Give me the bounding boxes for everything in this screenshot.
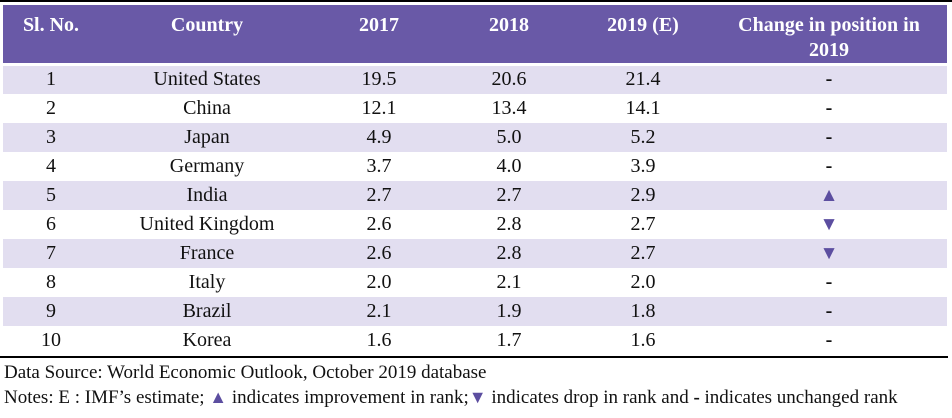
- table-body: 1 United States 19.5 20.6 21.4-2 China 12.1 13.…: [3, 64, 947, 355]
- cell-sl-no: 1: [3, 64, 99, 94]
- cell-2019: 21.4: [575, 64, 711, 94]
- cell-country: Korea: [182, 328, 232, 351]
- cell-country: United States: [99, 64, 315, 94]
- cell-2018: 1.7: [496, 328, 522, 351]
- table-row: 8 Italy 2.0 2.1 2.0 -: [3, 268, 947, 297]
- cell-2018: 2.1: [496, 270, 522, 293]
- cell-country: Japan: [99, 122, 315, 152]
- col-header-country: Country: [99, 5, 315, 66]
- col-header-2018: 2018: [443, 5, 575, 66]
- cell-sl-no: 4: [46, 154, 56, 177]
- cell-change: -: [711, 122, 947, 152]
- cell-2019: 2.9: [575, 180, 711, 210]
- cell-change: ▲: [711, 180, 947, 210]
- cell-2019: 3.9: [630, 154, 656, 177]
- top-border-rule: [0, 0, 952, 2]
- cell-sl-no: 2: [46, 96, 56, 119]
- cell-2017: 4.9: [315, 122, 443, 152]
- cell-change: -: [825, 154, 833, 177]
- rank-up-icon: ▲: [819, 184, 839, 206]
- cell-2017: 2.1: [315, 296, 443, 326]
- table-row: 7 France 2.6 2.8 2.7 ▼: [3, 238, 947, 268]
- cell-2018: 4.0: [496, 154, 522, 177]
- cell-change: -: [825, 96, 833, 119]
- notes-dash-text: indicates unchanged rank: [699, 386, 898, 408]
- rank-down-icon: ▼: [819, 242, 839, 264]
- notes-down-text: indicates drop in rank and: [486, 386, 694, 408]
- cell-country: Germany: [169, 154, 245, 177]
- table-row: 5 India 2.7 2.7 2.9 ▲: [3, 180, 947, 210]
- cell-sl-no: 7: [3, 238, 99, 268]
- col-header-2017: 2017: [315, 5, 443, 66]
- cell-2017: 2.0: [366, 270, 392, 293]
- cell-2017: 1.6: [366, 328, 392, 351]
- cell-2019: 5.2: [575, 122, 711, 152]
- cell-2019: 2.7: [630, 212, 656, 235]
- cell-sl-no: 10: [41, 328, 61, 351]
- cell-change: ▼: [711, 238, 947, 268]
- cell-2018: 20.6: [443, 64, 575, 94]
- cell-2019: 1.6: [630, 328, 656, 351]
- cell-sl-no: 6: [46, 212, 56, 235]
- data-source-note: Data Source: World Economic Outlook, Oct…: [4, 361, 487, 383]
- table-row: 10 Korea 1.6 1.7 1.6 -: [3, 326, 947, 355]
- cell-2018: 2.8: [496, 212, 522, 235]
- cell-sl-no: 9: [3, 296, 99, 326]
- cell-sl-no: 3: [3, 122, 99, 152]
- cell-change: -: [825, 328, 833, 351]
- cell-sl-no: 8: [46, 270, 56, 293]
- col-header-change: Change in position in 2019: [711, 5, 947, 66]
- legend-notes: Notes: E : IMF’s estimate; ▲ indicates i…: [0, 385, 952, 410]
- bottom-border-rule: [0, 355, 948, 358]
- cell-country: France: [99, 238, 315, 268]
- cell-change: -: [711, 64, 947, 94]
- col-header-2019e: 2019 (E): [575, 5, 711, 66]
- header-row: Sl. No. Country 2017 2018 2019 (E) Chang…: [3, 5, 947, 66]
- rank-unchanged-icon: -: [693, 386, 700, 408]
- cell-2019: 14.1: [625, 96, 661, 119]
- cell-2017: 19.5: [315, 64, 443, 94]
- cell-change: -: [711, 296, 947, 326]
- gdp-ranking-table: Sl. No. Country 2017 2018 2019 (E) Chang…: [3, 5, 947, 355]
- col-header-sl-no: Sl. No.: [3, 5, 99, 66]
- cell-country: Italy: [188, 270, 226, 293]
- table-row: 1 United States 19.5 20.6 21.4-: [3, 64, 947, 94]
- cell-sl-no: 5: [3, 180, 99, 210]
- cell-country: India: [99, 180, 315, 210]
- cell-2018: 1.9: [443, 296, 575, 326]
- cell-change: ▼: [711, 210, 947, 239]
- cell-2017: 2.7: [315, 180, 443, 210]
- notes-up-text: indicates improvement in rank;: [227, 386, 469, 408]
- cell-2017: 12.1: [361, 96, 397, 119]
- cell-2018: 13.4: [491, 96, 527, 119]
- table-row: 4 Germany 3.7 4.0 3.9 -: [3, 152, 947, 181]
- cell-2019: 2.7: [575, 238, 711, 268]
- cell-country: China: [183, 96, 231, 119]
- cell-2017: 3.7: [366, 154, 392, 177]
- rank-up-icon: ▲: [209, 386, 228, 407]
- table-row: 2 China 12.1 13.4 14.1 -: [3, 94, 947, 123]
- cell-country: Brazil: [99, 296, 315, 326]
- table-row: 9 Brazil 2.1 1.9 1.8-: [3, 296, 947, 326]
- cell-2018: 2.8: [443, 238, 575, 268]
- cell-2019: 1.8: [575, 296, 711, 326]
- cell-2017: 2.6: [366, 212, 392, 235]
- cell-2019: 2.0: [630, 270, 656, 293]
- table-header: Sl. No. Country 2017 2018 2019 (E) Chang…: [3, 5, 947, 66]
- cell-2018: 5.0: [443, 122, 575, 152]
- table-row: 3 Japan 4.9 5.0 5.2-: [3, 122, 947, 152]
- cell-2017: 2.6: [315, 238, 443, 268]
- cell-country: United Kingdom: [139, 212, 275, 235]
- rank-down-icon: ▼: [468, 386, 487, 407]
- table-row: 6 United Kingdom 2.6 2.8 2.7 ▼: [3, 210, 947, 239]
- cell-change: -: [825, 270, 833, 293]
- cell-2018: 2.7: [443, 180, 575, 210]
- rank-down-icon: ▼: [819, 213, 839, 235]
- notes-prefix: Notes: E : IMF’s estimate;: [4, 386, 210, 408]
